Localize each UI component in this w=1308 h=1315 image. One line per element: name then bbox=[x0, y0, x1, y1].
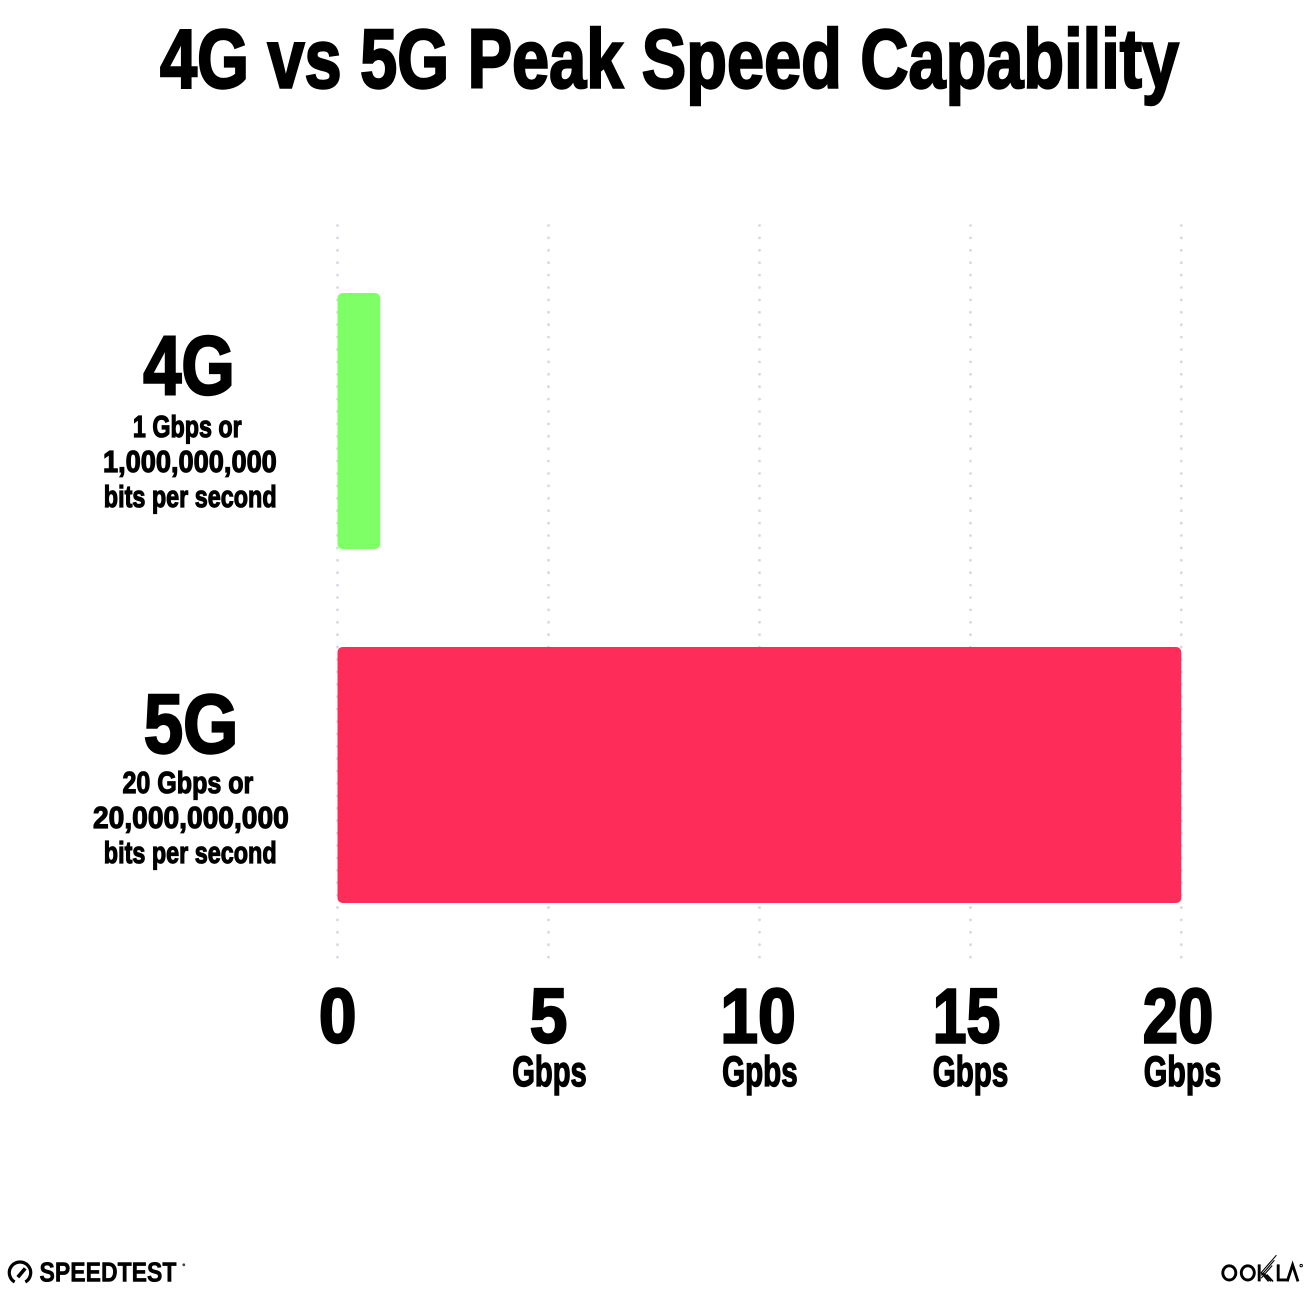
svg-text:15: 15 bbox=[933, 974, 1001, 1060]
svg-text:Gbps: Gbps bbox=[512, 1049, 587, 1096]
svg-text:Gbps: Gbps bbox=[933, 1049, 1009, 1096]
svg-text:5G: 5G bbox=[144, 676, 239, 770]
svg-text:4G vs 5G Peak Speed Capability: 4G vs 5G Peak Speed Capability bbox=[160, 12, 1179, 106]
svg-text:5: 5 bbox=[530, 974, 568, 1060]
svg-text:1 Gbps or: 1 Gbps or bbox=[133, 410, 242, 444]
svg-text:4G: 4G bbox=[143, 318, 235, 412]
svg-text:10: 10 bbox=[720, 974, 796, 1060]
svg-text:SPEEDTEST: SPEEDTEST bbox=[40, 1257, 177, 1288]
svg-text:1,000,000,000: 1,000,000,000 bbox=[103, 445, 277, 479]
svg-text:bits per second: bits per second bbox=[104, 836, 277, 870]
svg-text:20: 20 bbox=[1143, 974, 1214, 1060]
svg-text:bits per second: bits per second bbox=[104, 480, 277, 514]
svg-text:Gpbs: Gpbs bbox=[722, 1049, 798, 1096]
svg-text:20 Gbps or: 20 Gbps or bbox=[122, 766, 253, 800]
svg-text:0: 0 bbox=[319, 974, 357, 1060]
svg-text:20,000,000,000: 20,000,000,000 bbox=[93, 801, 289, 835]
svg-text:Gbps: Gbps bbox=[1144, 1049, 1222, 1096]
